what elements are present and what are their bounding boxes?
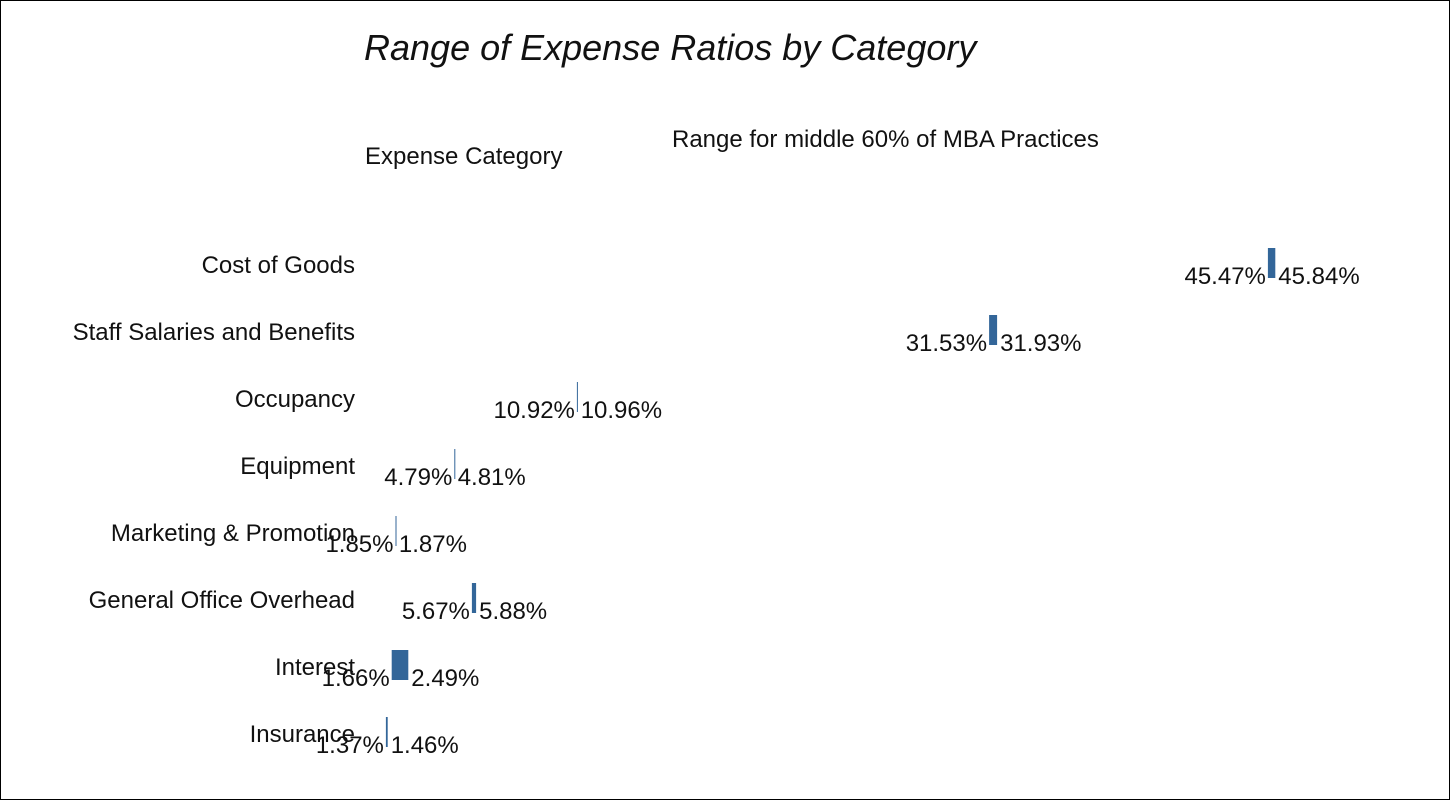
category-label: General Office Overhead <box>89 587 355 614</box>
low-value-label: 10.92% <box>493 397 574 424</box>
range-bar <box>989 315 998 345</box>
low-value-label: 1.66% <box>322 665 390 692</box>
range-bar <box>385 717 388 747</box>
category-label: Marketing & Promotion <box>111 520 355 547</box>
low-value-label: 1.37% <box>316 732 384 759</box>
low-value-label: 5.67% <box>402 598 470 625</box>
high-value-label: 4.81% <box>458 464 526 491</box>
category-label: Cost of Goods <box>202 252 355 279</box>
category-label: Equipment <box>240 453 355 480</box>
category-label: Interest <box>275 654 355 681</box>
high-value-label: 1.46% <box>391 732 459 759</box>
high-value-label: 1.87% <box>399 531 467 558</box>
high-value-label: 2.49% <box>411 665 479 692</box>
chart-title: Range of Expense Ratios by Category <box>364 27 977 68</box>
column-header-range: Range for middle 60% of MBA Practices <box>672 126 1099 153</box>
range-bar <box>1267 248 1276 278</box>
column-header-category: Expense Category <box>365 143 563 170</box>
high-value-label: 45.84% <box>1278 263 1359 290</box>
high-value-label: 5.88% <box>479 598 547 625</box>
high-value-label: 31.93% <box>1000 330 1081 357</box>
range-bar <box>471 583 477 613</box>
category-label: Staff Salaries and Benefits <box>73 319 355 346</box>
category-label: Occupancy <box>235 386 355 413</box>
range-bar <box>391 650 409 680</box>
category-label: Insurance <box>250 721 355 748</box>
low-value-label: 4.79% <box>384 464 452 491</box>
range-bar <box>576 382 578 412</box>
low-value-label: 1.85% <box>325 531 393 558</box>
low-value-label: 31.53% <box>906 330 987 357</box>
range-bar <box>395 516 397 546</box>
high-value-label: 10.96% <box>581 397 662 424</box>
range-bar <box>454 449 456 479</box>
low-value-label: 45.47% <box>1184 263 1265 290</box>
